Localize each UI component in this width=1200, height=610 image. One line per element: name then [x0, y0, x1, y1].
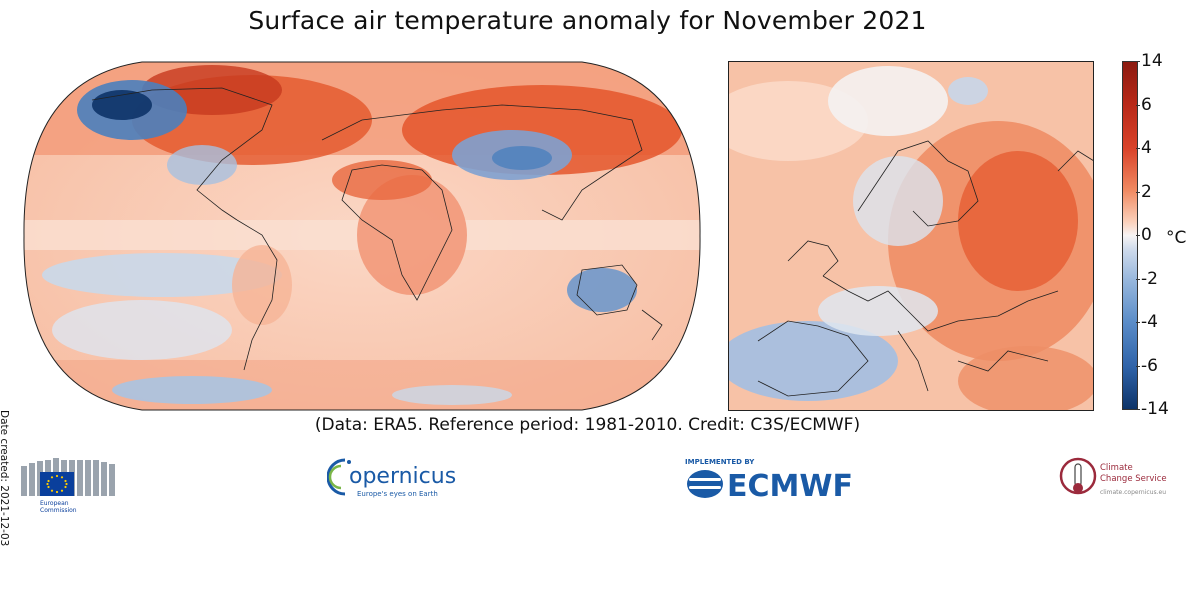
colorbar-tick: -4: [1136, 312, 1158, 332]
date-created-label: Date created: 2021-12-03: [0, 410, 10, 547]
world-anomaly-map: [23, 61, 701, 411]
colorbar-tick: -14: [1136, 399, 1169, 419]
ecmwf-wordmark: ECMWF: [727, 469, 853, 504]
c3s-line2: Change Service: [1100, 474, 1167, 484]
thermometer-icon: [1074, 463, 1082, 487]
ecmwf-implemented-by: IMPLEMENTED BY: [685, 458, 755, 466]
colorbar-tick: 6: [1136, 95, 1152, 115]
colorbar-tick: -6: [1136, 356, 1158, 376]
copernicus-logo: opernicus Europe's eyes on Earth: [327, 458, 456, 498]
ec-logo-line1: European: [40, 500, 69, 507]
c3s-line1: Climate: [1100, 463, 1133, 473]
colorbar-tick: 2: [1136, 182, 1152, 202]
copernicus-tagline: Europe's eyes on Earth: [357, 490, 438, 498]
europe-map-field: [728, 61, 1094, 411]
c3s-url: climate.copernicus.eu: [1100, 489, 1166, 496]
europe-coastlines: [757, 140, 1094, 397]
colorbar-tick: -2: [1136, 269, 1158, 289]
page-title: Surface air temperature anomaly for Nove…: [248, 6, 927, 35]
copernicus-wordmark: opernicus: [349, 464, 456, 489]
europe-anomaly-map: [728, 61, 1094, 411]
colorbar-tick: 14: [1136, 51, 1163, 71]
colorbar-tick: 0: [1136, 225, 1152, 245]
world-coastlines: [91, 87, 663, 371]
ecmwf-logo: IMPLEMENTED BY ECMWF: [685, 458, 853, 504]
data-credit: (Data: ERA5. Reference period: 1981-2010…: [314, 415, 861, 435]
colorbar-unit: °C: [1166, 228, 1187, 248]
c3s-logo: Climate Change Service climate.copernicu…: [1059, 457, 1167, 496]
colorbar-tick: 4: [1136, 138, 1152, 158]
world-map-field: [23, 62, 701, 410]
ecmwf-wave-icon: [687, 470, 723, 498]
ec-logo-line2: Commission: [40, 507, 77, 514]
european-commission-logo: European Commission: [21, 458, 115, 514]
